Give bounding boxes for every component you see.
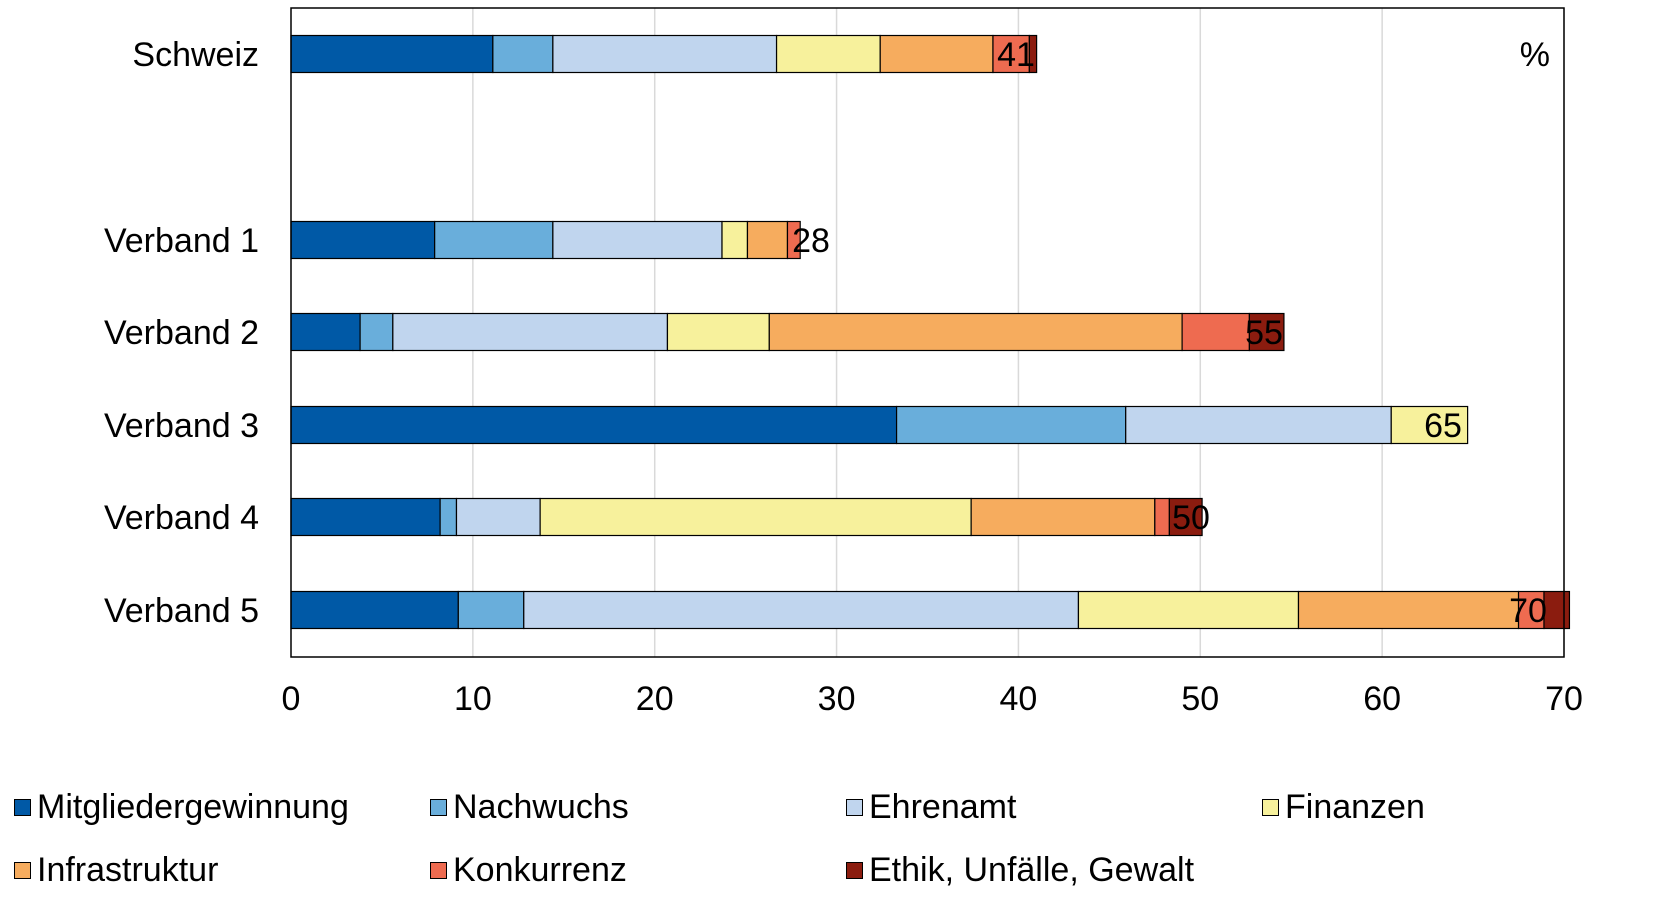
legend-item: Ehrenamt	[846, 788, 1016, 827]
bar-segment	[1248, 312, 1285, 352]
category-labels: Schweiz Verband 1 Verband 2 Verband 3 Verban…	[104, 36, 259, 630]
category-label: Verband 5	[104, 592, 259, 630]
bar-segment	[970, 497, 1156, 537]
bar-segment	[721, 220, 749, 260]
total-labels: 41 28 55 65 50 70	[792, 36, 1547, 630]
legend-item: Finanzen	[1262, 788, 1425, 827]
legend-swatch	[1262, 799, 1279, 816]
plot-frame	[290, 7, 1565, 658]
legend-label: Mitgliedergewinnung	[37, 788, 349, 826]
legend-item: Nachwuchs	[430, 788, 629, 827]
legend-item: Ethik, Unfälle, Gewalt	[846, 851, 1194, 890]
x-tick-label: 70	[1545, 680, 1583, 718]
bar-segment	[879, 34, 994, 74]
bar-segment	[290, 497, 441, 537]
legend-swatch	[846, 862, 863, 879]
x-tick-label: 0	[282, 680, 301, 718]
bar-segment	[359, 312, 394, 352]
legend-label: Nachwuchs	[453, 788, 629, 826]
x-tick-label: 30	[818, 680, 856, 718]
bar-segment	[1077, 590, 1300, 630]
bar-segment	[539, 497, 972, 537]
x-tick-label: 40	[1000, 680, 1038, 718]
total-label: 28	[792, 222, 830, 260]
bar-segment	[552, 220, 723, 260]
bar-segment	[666, 312, 770, 352]
unit-label: %	[1520, 36, 1550, 74]
category-label: Verband 2	[104, 314, 259, 352]
total-label: 55	[1245, 314, 1283, 352]
legend: Mitgliedergewinnung Nachwuchs Ehrenamt Fina…	[0, 788, 1663, 905]
bar-segment	[523, 590, 1080, 630]
bar-segment	[1543, 590, 1571, 630]
bar-segment	[492, 34, 554, 74]
legend-item: Konkurrenz	[430, 851, 627, 890]
bar-segment	[290, 405, 898, 445]
bar-segment	[992, 34, 1030, 74]
bar-segment	[455, 497, 541, 537]
x-tick-label: 60	[1363, 680, 1401, 718]
bar-segment	[1125, 405, 1392, 445]
bar-segment	[1181, 312, 1250, 352]
legend-swatch	[430, 862, 447, 879]
bar-segment	[746, 220, 789, 260]
stacked-bar-chart: Schweiz Verband 1 Verband 2 Verband 3 Verban…	[104, 7, 1583, 718]
category-label: Verband 4	[104, 499, 259, 537]
bar-segment	[1297, 590, 1520, 630]
bar-segment	[552, 34, 778, 74]
x-tick-label: 10	[454, 680, 492, 718]
bar-segment	[1168, 497, 1203, 537]
legend-swatch	[846, 799, 863, 816]
legend-swatch	[430, 799, 447, 816]
bar-segment	[786, 220, 801, 260]
legend-label: Ethik, Unfälle, Gewalt	[869, 851, 1195, 889]
legend-item: Infrastruktur	[14, 851, 218, 890]
legend-label: Ehrenamt	[869, 788, 1017, 826]
category-label: Schweiz	[132, 36, 259, 74]
bar-segment	[392, 312, 669, 352]
x-tick-label: 50	[1181, 680, 1219, 718]
bars	[290, 34, 1571, 630]
category-label: Verband 1	[104, 222, 259, 260]
total-label: 65	[1424, 407, 1462, 445]
bar-segment	[895, 405, 1127, 445]
bar-segment	[775, 34, 881, 74]
bar-segment	[1390, 405, 1469, 445]
bar-segment	[290, 34, 494, 74]
category-label: Verband 3	[104, 407, 259, 445]
bar-segment	[290, 590, 459, 630]
bar-segment	[768, 312, 1183, 352]
legend-swatch	[14, 799, 31, 816]
legend-swatch	[14, 862, 31, 879]
total-label: 41	[997, 36, 1035, 74]
x-tick-labels: 0 10 20 30 40 50 60 70	[282, 680, 1583, 718]
bar-segment	[439, 497, 458, 537]
legend-label: Infrastruktur	[37, 851, 219, 889]
bar-segment	[434, 220, 554, 260]
total-label: 50	[1172, 499, 1210, 537]
bar-segment	[290, 312, 361, 352]
x-tick-label: 20	[636, 680, 674, 718]
bar-segment	[290, 220, 436, 260]
bar-segment	[1028, 34, 1038, 74]
legend-label: Konkurrenz	[453, 851, 627, 889]
bar-segment	[457, 590, 525, 630]
legend-label: Finanzen	[1285, 788, 1425, 826]
bar-segment	[1154, 497, 1170, 537]
legend-item: Mitgliedergewinnung	[14, 788, 349, 827]
total-label: 70	[1509, 592, 1547, 630]
